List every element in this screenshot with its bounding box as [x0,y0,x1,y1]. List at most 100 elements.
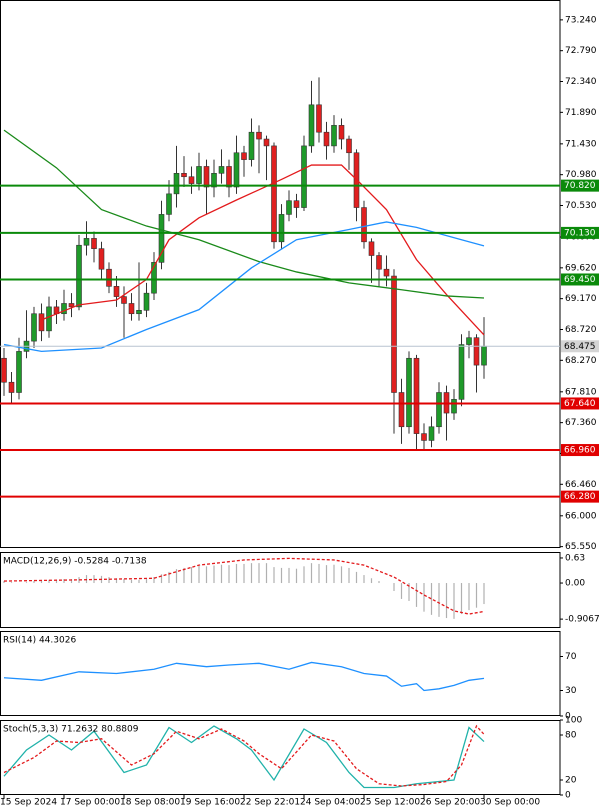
panel-title: Stoch(5,3,3) 71.2632 80.8809 [3,725,139,735]
x-tick-label: 19 Sep 16:00 [180,798,240,808]
last-price-label: 68.475 [564,342,596,352]
x-tick-label: 18 Sep 08:00 [120,798,180,808]
candle-body [233,152,240,188]
y-tick-label: 67.810 [565,387,597,397]
y-tick-label: 70.980 [565,170,597,180]
candle-body [451,399,457,414]
indicator-line [3,129,485,299]
candle-body [218,166,225,174]
candle-body [346,138,352,154]
panel-frame [0,720,561,795]
level-box [561,179,599,192]
indicator-line [3,221,485,353]
x-tick-label: 30 Sep 00:00 [480,798,540,808]
y-tick-label: 70 [565,652,577,662]
y-tick-label: 0 [565,791,571,801]
candle-body [1,357,7,383]
x-tick-label: 25 Sep 12:00 [360,798,420,808]
y-tick-label: 68.270 [565,356,597,366]
candle-body [263,138,270,147]
candle-body [331,125,337,147]
candle-body [83,238,90,246]
candle-body [293,200,300,208]
candle-body [316,104,322,133]
y-tick-label: 65.550 [565,542,597,552]
level-label: 67.640 [564,399,596,409]
candle-body [136,310,142,315]
y-tick-label: 67.360 [565,418,597,428]
y-tick-label: 0.00 [565,579,585,589]
y-tick-label: -0.9067 [565,615,600,625]
candle-body [188,176,195,184]
y-tick-label: 70.530 [565,201,597,211]
x-tick-label: 26 Sep 20:00 [420,798,480,808]
candle-body [46,306,52,332]
candle-body [286,200,292,215]
candle-body [391,275,397,393]
panel-frame [0,552,561,628]
candle-body [31,313,37,342]
candle-body [151,262,157,294]
candle-body [376,255,382,270]
candle-body [398,392,405,428]
candle-body [76,244,82,308]
candle-body [38,313,45,332]
candle-body [308,104,315,147]
candle-body [128,303,135,315]
x-tick-label: 24 Sep 04:00 [300,798,360,808]
level-label: 66.960 [564,446,596,456]
candle-body [173,173,180,195]
indicator-line [3,661,485,692]
candle-body [8,381,15,393]
y-tick-label: 69.170 [565,294,597,304]
candle-body [68,303,75,308]
candle-body [203,166,210,188]
candle-body [98,248,105,270]
y-tick-label: 66.460 [565,480,597,490]
y-tick-label: 30 [565,686,577,696]
panel-frame [0,631,561,716]
candle-body [458,344,465,400]
y-tick-label: 72.340 [565,77,597,87]
candle-body [383,268,390,277]
panel-frame [0,0,561,548]
candle-body [158,214,165,263]
panel-title: MACD(12,26,9) -0.5284 -0.7138 [3,557,147,567]
y-tick-label: 0 [565,712,571,722]
y-tick-label: 73.240 [565,15,597,25]
candle-body [16,351,22,393]
candle-body [338,125,345,140]
candle-body [211,173,217,188]
candle-body [481,345,487,366]
y-tick-label: 80 [565,731,577,741]
candle-body [113,286,120,297]
candle-body [428,426,435,441]
candle-body [143,292,150,311]
candle-body [181,173,187,178]
candle-body [256,131,262,140]
level-box [561,273,599,286]
y-tick-label: 69.620 [565,263,597,273]
level-label: 70.130 [564,228,596,238]
y-tick-label: 20 [565,776,577,786]
level-label: 66.280 [564,492,596,502]
level-box [561,444,599,457]
y-tick-label: 66.000 [565,511,597,521]
candle-body [368,241,375,256]
indicator-line [41,164,485,336]
y-tick-label: 71.430 [565,139,597,149]
y-tick-label: 71.890 [565,108,597,118]
candle-body [278,214,285,243]
candle-body [323,131,330,147]
level-box [561,226,599,239]
candle-body [248,131,255,160]
y-tick-label: 72.790 [565,46,597,56]
indicator-line [3,724,485,787]
y-tick-label: 0.63 [565,553,585,563]
candle-body [406,357,412,428]
candle-body [241,152,247,160]
candle-body [466,337,472,345]
y-tick-label: 100 [565,716,582,726]
candle-body [196,166,202,184]
